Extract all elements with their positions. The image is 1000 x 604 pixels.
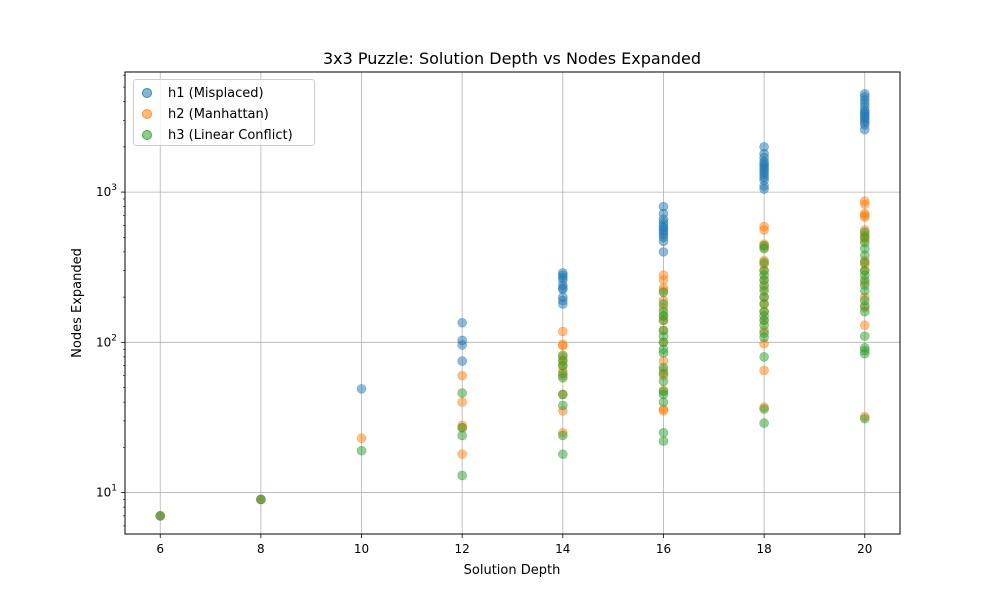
scatter-point-h1 bbox=[457, 317, 467, 328]
y-tick-label: 101 bbox=[96, 484, 117, 500]
scatter-point-h3 bbox=[759, 352, 769, 362]
y-axis-ticks: 101 102 103 bbox=[96, 74, 125, 527]
x-tick-label: 12 bbox=[455, 542, 470, 556]
scatter-point-h3 bbox=[558, 389, 568, 400]
x-tick-label: 8 bbox=[257, 542, 265, 556]
legend-item-h2: h2 (Manhattan) bbox=[142, 104, 269, 124]
legend: h1 (Misplaced) h2 (Manhattan) h3 (Linear… bbox=[133, 79, 315, 146]
scatter-point-h3 bbox=[759, 320, 769, 331]
y-axis-label: Nodes Expanded bbox=[70, 248, 85, 358]
legend-marker-h1 bbox=[142, 88, 152, 98]
scatter-point-h1 bbox=[558, 299, 568, 309]
plot-area-frame bbox=[124, 71, 901, 535]
scatter-point-h2 bbox=[457, 370, 467, 381]
scatter-point-h3 bbox=[759, 257, 769, 268]
scatter-point-h1 bbox=[356, 384, 367, 394]
scatter-point-h2 bbox=[859, 212, 870, 223]
scatter-point-h3 bbox=[859, 257, 870, 268]
y-tick-label: 102 bbox=[96, 333, 117, 349]
scatter-point-h2 bbox=[658, 406, 669, 416]
scatter-point-h1 bbox=[457, 340, 467, 350]
legend-marker-h3 bbox=[142, 130, 152, 140]
scatter-point-h1 bbox=[859, 124, 870, 135]
scatter-point-h2 bbox=[457, 397, 467, 407]
x-tick-label: 16 bbox=[656, 542, 671, 556]
scatter-point-h2 bbox=[356, 433, 367, 444]
scatter-point-h3 bbox=[759, 418, 769, 428]
scatter-point-h1 bbox=[457, 356, 467, 366]
scatter-point-h2 bbox=[558, 326, 568, 337]
scatter-point-h3 bbox=[658, 436, 669, 446]
x-axis-label: Solution Depth bbox=[464, 563, 561, 578]
scatter-point-h2 bbox=[658, 275, 669, 285]
scatter-point-h3 bbox=[859, 331, 870, 341]
scatter-point-h3 bbox=[859, 348, 870, 359]
scatter-point-h3 bbox=[658, 397, 669, 407]
legend-item-h1: h1 (Misplaced) bbox=[142, 83, 264, 103]
legend-label-h3: h3 (Linear Conflict) bbox=[168, 127, 293, 143]
scatter-point-h1 bbox=[658, 236, 669, 247]
scatter-point-h2 bbox=[457, 449, 467, 460]
scatter-point-h1 bbox=[658, 247, 669, 257]
scatter-point-h3 bbox=[457, 430, 467, 441]
y-tick-label: 103 bbox=[96, 183, 117, 199]
x-axis-ticks: 6 8 10 12 14 16 18 20 bbox=[156, 534, 872, 556]
scatter-point-h3 bbox=[759, 243, 769, 254]
scatter-point-h3 bbox=[356, 445, 367, 456]
scatter-point-h3 bbox=[155, 511, 166, 521]
scatter-point-h3 bbox=[658, 427, 669, 438]
scatter-point-h1 bbox=[759, 184, 769, 194]
legend-label-h2: h2 (Manhattan) bbox=[168, 106, 269, 122]
scatter-point-h2 bbox=[759, 225, 769, 235]
x-tick-label: 10 bbox=[354, 542, 369, 556]
scatter-point-h3 bbox=[457, 388, 467, 398]
legend-marker-h2 bbox=[142, 109, 152, 119]
scatter-point-h2 bbox=[859, 320, 870, 331]
scatter-point-h3 bbox=[558, 373, 568, 383]
scatter-point-h3 bbox=[658, 287, 669, 298]
x-tick-label: 20 bbox=[857, 542, 872, 556]
legend-label-h1: h1 (Misplaced) bbox=[168, 85, 264, 101]
scatter-point-h3 bbox=[859, 286, 870, 296]
scatter-point-h3 bbox=[759, 404, 769, 414]
legend-item-h3: h3 (Linear Conflict) bbox=[142, 125, 293, 145]
x-tick-label: 6 bbox=[156, 542, 164, 556]
scatter-point-h3 bbox=[759, 332, 769, 343]
scatter-point-h3 bbox=[457, 470, 467, 481]
x-tick-label: 18 bbox=[756, 542, 771, 556]
scatter-point-h3 bbox=[558, 400, 568, 411]
scatter-point-h3 bbox=[558, 449, 568, 460]
chart-title: 3x3 Puzzle: Solution Depth vs Nodes Expa… bbox=[323, 49, 701, 68]
scatter-point-h3 bbox=[859, 306, 870, 317]
scatter-point-h3 bbox=[558, 430, 568, 441]
scatter-point-h3 bbox=[658, 348, 669, 358]
scatter-point-h3 bbox=[658, 376, 669, 387]
data-points bbox=[155, 89, 870, 521]
scatter-point-h3 bbox=[256, 494, 266, 505]
scatter-point-h3 bbox=[859, 413, 870, 424]
scatter-point-h2 bbox=[759, 365, 769, 376]
scatter-point-h2 bbox=[558, 340, 568, 351]
scatter-point-h2 bbox=[859, 199, 870, 210]
scatter-point-h3 bbox=[658, 315, 669, 326]
x-tick-label: 14 bbox=[555, 542, 570, 556]
